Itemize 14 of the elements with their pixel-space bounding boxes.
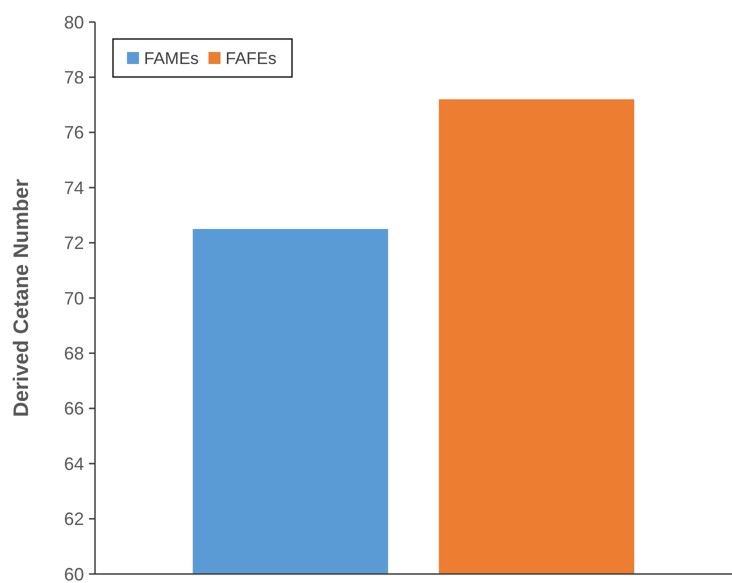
y-axis-title: Derived Cetane Number	[10, 178, 33, 418]
y-tick-label: 68	[64, 344, 84, 364]
y-tick-label: 60	[64, 564, 84, 583]
y-tick-label: 66	[64, 398, 84, 419]
y-tick-label: 78	[64, 68, 84, 88]
y-tick-label: 74	[64, 178, 84, 198]
y-tick-label: 80	[64, 12, 84, 32]
y-tick-label: 76	[64, 122, 84, 143]
y-tick-label: 64	[64, 454, 84, 474]
y-tick-label: 62	[64, 509, 84, 530]
legend-label: FAMEs	[144, 49, 199, 68]
y-tick-label: 70	[64, 288, 84, 308]
legend-label: FAFEs	[226, 49, 277, 68]
y-tick-label: 72	[64, 233, 84, 254]
